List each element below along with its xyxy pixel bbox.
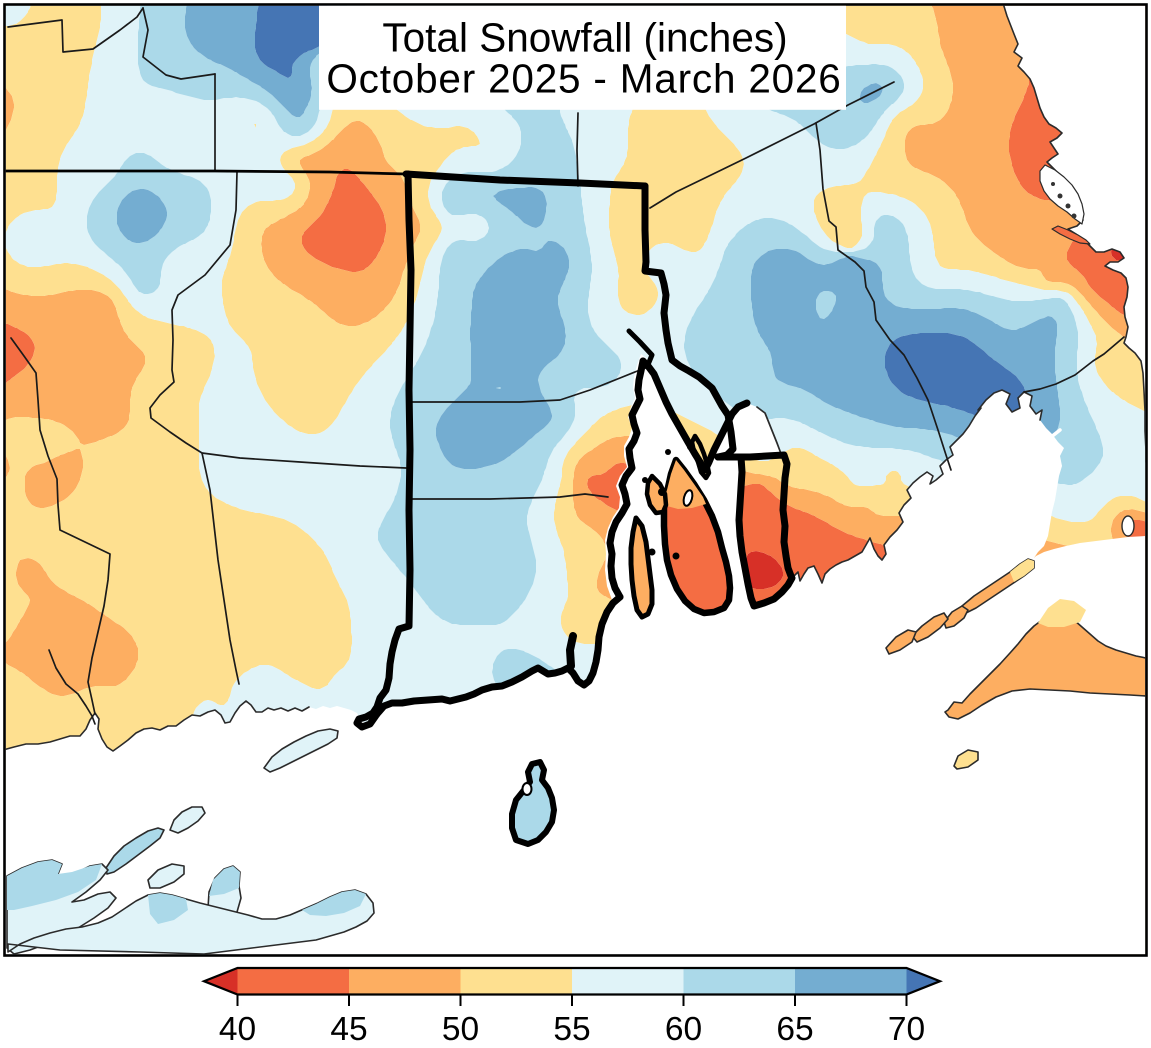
svg-text:40: 40 bbox=[219, 1011, 256, 1048]
svg-text:October 2025 - March 2026: October 2025 - March 2026 bbox=[326, 56, 841, 102]
svg-text:50: 50 bbox=[442, 1011, 479, 1048]
svg-text:55: 55 bbox=[553, 1011, 590, 1048]
svg-text:Total Snowfall (inches): Total Snowfall (inches) bbox=[382, 15, 787, 61]
svg-text:60: 60 bbox=[665, 1011, 702, 1048]
svg-text:45: 45 bbox=[330, 1011, 367, 1048]
svg-text:65: 65 bbox=[776, 1011, 813, 1048]
svg-text:70: 70 bbox=[888, 1011, 925, 1048]
